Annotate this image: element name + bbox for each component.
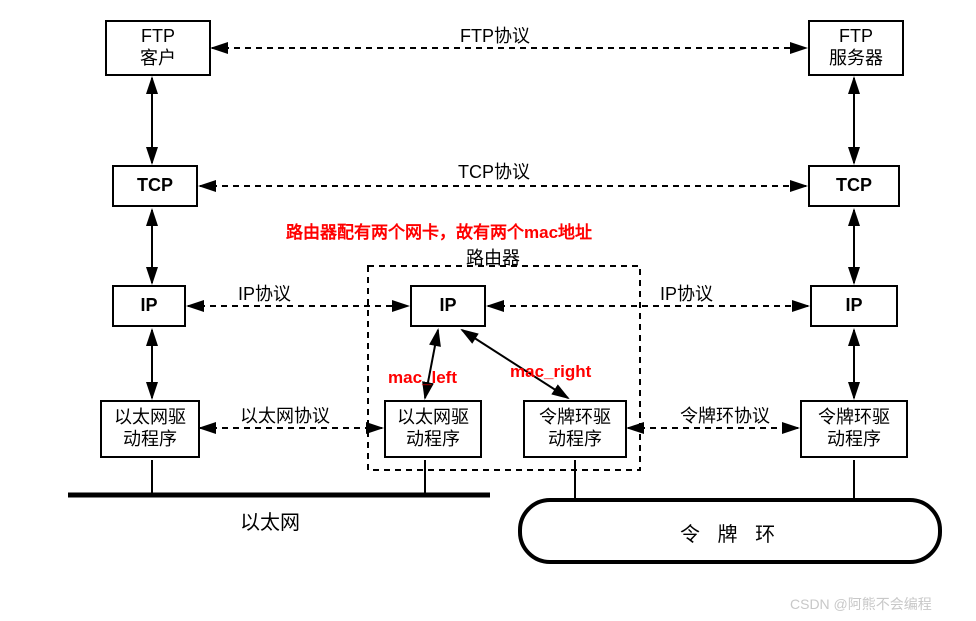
ftp-server-label: FTP服务器 — [829, 26, 883, 69]
eth-proto-label: 以太网协议 — [240, 402, 330, 428]
eth-left-box: 以太网驱动程序 — [100, 400, 200, 458]
tcp-right-label: TCP — [836, 175, 872, 197]
eth-router-label: 以太网驱动程序 — [397, 407, 469, 450]
watermark: CSDN @阿熊不会编程 — [790, 594, 932, 614]
mac-right-annotation: mac_right — [510, 362, 591, 382]
ip-right-label: IP — [845, 295, 862, 317]
tr-router-box: 令牌环驱动程序 — [523, 400, 627, 458]
ip-router-label: IP — [439, 295, 456, 317]
ip-left-label: IP — [140, 295, 157, 317]
mac-left-annotation: mac_left — [388, 368, 457, 388]
ip-right-box: IP — [810, 285, 898, 327]
ip-proto-right-label: IP协议 — [660, 280, 713, 306]
tr-right-box: 令牌环驱动程序 — [800, 400, 908, 458]
tcp-proto-label: TCP协议 — [458, 158, 530, 184]
ftp-proto-label: FTP协议 — [460, 22, 530, 48]
tr-right-label: 令牌环驱动程序 — [818, 407, 890, 450]
ip-router-box: IP — [410, 285, 486, 327]
eth-left-label: 以太网驱动程序 — [114, 407, 186, 450]
eth-router-box: 以太网驱动程序 — [384, 400, 482, 458]
tr-router-label: 令牌环驱动程序 — [539, 407, 611, 450]
token-ring-label: 令 牌 环 — [680, 518, 781, 547]
red-top-annotation: 路由器配有两个网卡，故有两个mac地址 — [286, 218, 592, 243]
tcp-right-box: TCP — [808, 165, 900, 207]
ethernet-label: 以太网 — [240, 506, 300, 535]
ftp-server-box: FTP服务器 — [808, 20, 904, 76]
ip-proto-left-label: IP协议 — [238, 280, 291, 306]
tr-proto-label: 令牌环协议 — [680, 402, 770, 428]
ftp-client-label: FTP客户 — [140, 26, 176, 69]
tcp-left-label: TCP — [137, 175, 173, 197]
tcp-left-box: TCP — [112, 165, 198, 207]
ip-left-box: IP — [112, 285, 186, 327]
ftp-client-box: FTP客户 — [105, 20, 211, 76]
router-label: 路由器 — [466, 244, 520, 270]
